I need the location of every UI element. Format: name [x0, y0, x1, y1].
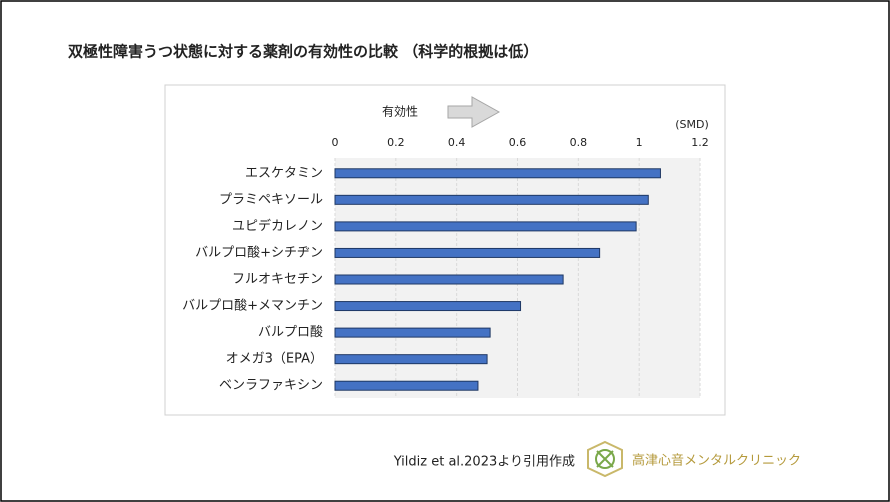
- direction-arrow: [447, 96, 501, 128]
- y-tick-label: エスケタミン: [245, 166, 323, 181]
- x-tick-label: 1: [636, 136, 643, 149]
- bar: [334, 327, 491, 338]
- bar: [334, 168, 661, 179]
- y-tick-label: バルプロ酸+メマンチン: [182, 299, 323, 314]
- direction-label: 有効性: [382, 104, 418, 119]
- clinic-name: 高津心音メンタルクリニック: [632, 453, 801, 469]
- y-tick-label: バルプロ酸: [258, 325, 323, 340]
- x-tick-label: 0: [332, 136, 339, 149]
- unit-label: (SMD): [675, 118, 709, 131]
- y-tick-label: ベンラファキシン: [219, 378, 323, 393]
- chart-title: 双極性障害うつ状態に対する薬剤の有効性の比較 （科学的根拠は低）: [68, 43, 538, 61]
- y-tick-label: プラミペキソール: [219, 192, 323, 207]
- x-tick-label: 1.2: [691, 136, 709, 149]
- clinic-logo: [587, 440, 623, 478]
- y-tick-label: フルオキセチン: [232, 272, 323, 287]
- bar: [334, 301, 522, 312]
- y-tick-label: バルプロ酸+シチヂン: [195, 245, 323, 260]
- x-tick-label: 0.2: [387, 136, 405, 149]
- source-note: Yildiz et al.2023より引用作成: [393, 455, 575, 470]
- bar: [334, 380, 479, 391]
- bar: [334, 274, 564, 285]
- x-tick-label: 0.8: [570, 136, 588, 149]
- bar: [334, 354, 488, 365]
- y-tick-label: オメガ3（EPA）: [226, 352, 323, 367]
- x-tick-label: 0.4: [448, 136, 466, 149]
- y-tick-label: ユピデカレノン: [232, 218, 323, 234]
- bar: [334, 221, 637, 232]
- bar: [334, 194, 649, 205]
- bar: [334, 247, 601, 258]
- x-tick-label: 0.6: [509, 136, 527, 149]
